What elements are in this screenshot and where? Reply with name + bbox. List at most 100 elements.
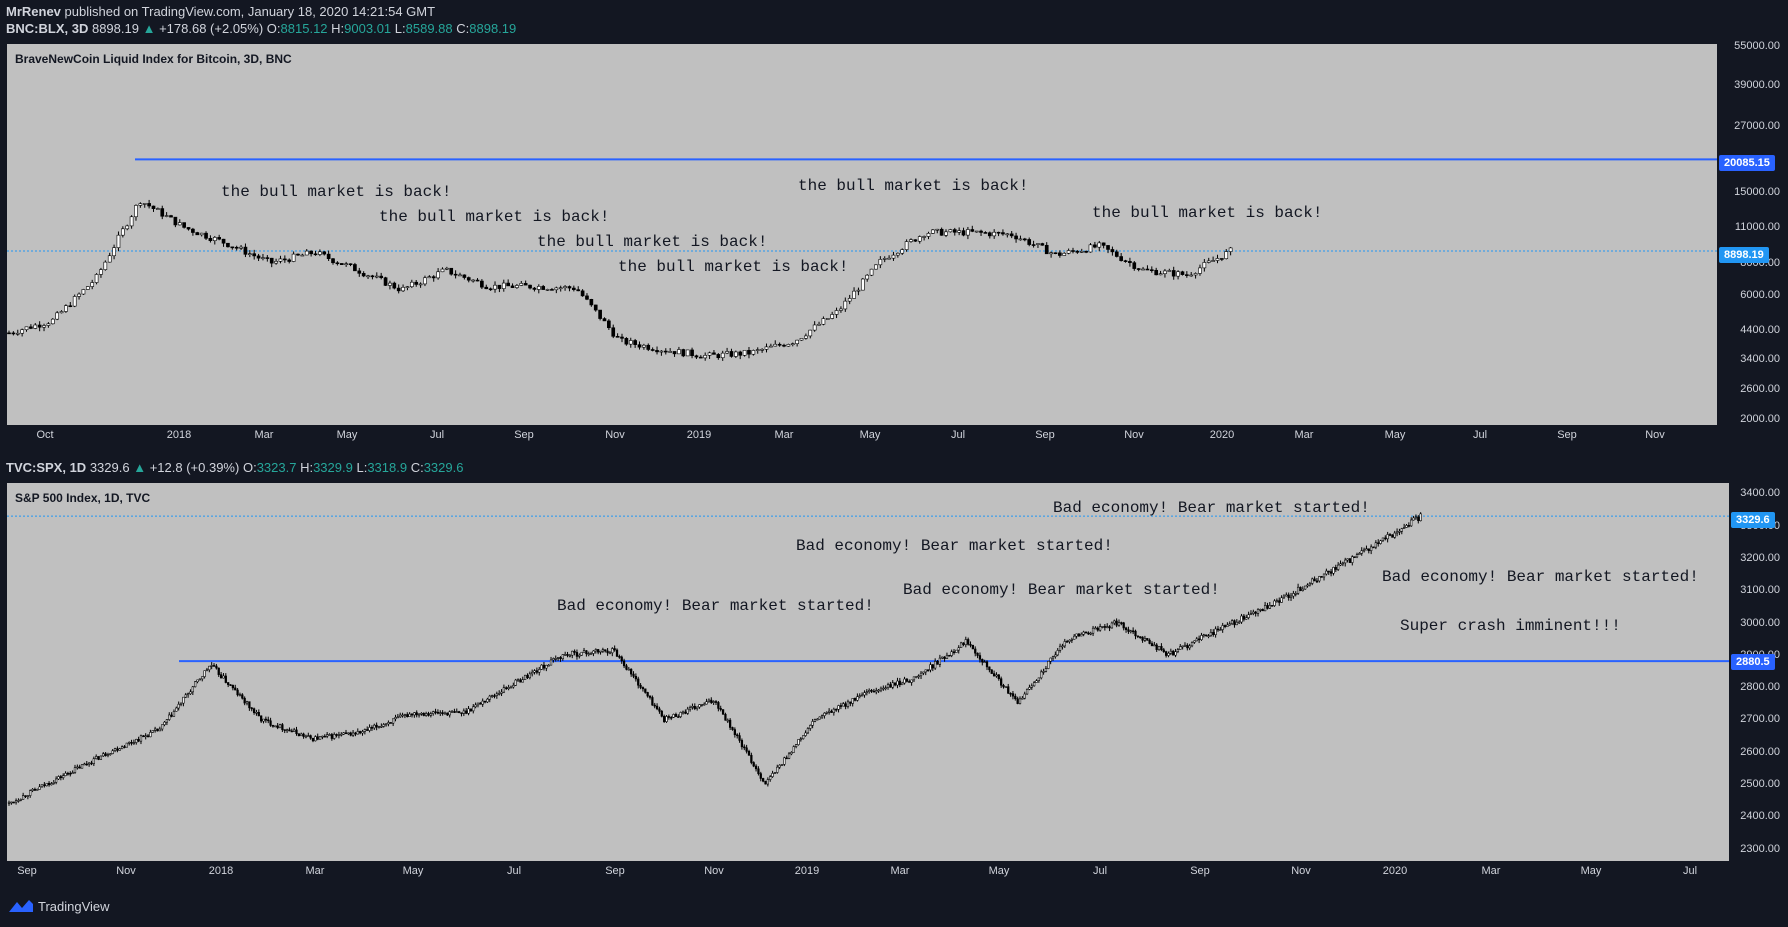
top-candle-body [523, 283, 528, 286]
bottom-candle-body [710, 699, 713, 703]
top-candle-body [869, 268, 874, 276]
bottom-candle-body [17, 800, 20, 802]
bottom-candle-body [1304, 585, 1307, 590]
bottom-candle-body [674, 714, 678, 717]
bottom-candle-body [250, 707, 253, 710]
bottom-candle-body [26, 795, 29, 797]
top-candle-body [952, 229, 957, 233]
bottom-candle-body [359, 731, 362, 734]
bottom-candle-body [950, 651, 953, 656]
top-candle-body [528, 284, 532, 289]
top-candle-body [935, 228, 940, 231]
bottom-candle-body [182, 696, 185, 704]
bottom-candle-body [809, 725, 812, 729]
top-candle-body [751, 350, 756, 355]
bottom-candle-body [1174, 651, 1177, 656]
bottom-candle-body [512, 685, 515, 688]
top-candle-body [29, 326, 33, 329]
top-time-axis[interactable]: Oct 2018 Mar May Jul Sep Nov 2019 Mar May Jul Sep No… [7, 425, 1717, 449]
top-candle-body [85, 286, 90, 290]
bottom-candle-body [481, 700, 484, 705]
bottom-chart-panel[interactable]: S&P 500 Index, 1D, TVC Bad economy! Bear… [7, 483, 1729, 861]
bottom-low: 3318.9 [367, 460, 408, 475]
top-candle-body [50, 318, 55, 325]
top-candle-body [589, 298, 594, 306]
bottom-candle-body [816, 718, 819, 721]
bottom-candle-body [1400, 528, 1403, 532]
bottom-candle-body [375, 724, 378, 728]
top-candle-body [488, 288, 493, 291]
top-candle-body [475, 279, 480, 282]
top-candle-body [1066, 250, 1071, 254]
bottom-candle-body [432, 711, 435, 715]
bottom-candle-body [893, 682, 897, 686]
bottom-candle-body [316, 736, 319, 740]
bottom-candle-body [516, 679, 520, 682]
bottom-candle-body [1403, 527, 1406, 529]
bottom-candle-body [446, 712, 449, 716]
top-candle-body [944, 231, 948, 236]
bottom-candle-body [1395, 531, 1399, 534]
top-candle-body [1119, 256, 1123, 261]
bottom-candle-body [627, 668, 630, 671]
top-candle-body [318, 251, 322, 255]
top-candle-body [1136, 268, 1141, 270]
bottom-candle-body [1080, 633, 1083, 637]
bottom-candle-body [288, 729, 291, 732]
tradingview-branding[interactable]: TradingView [8, 898, 110, 914]
top-candle-body [199, 232, 204, 236]
bottom-candle-body [983, 661, 986, 664]
tradingview-logo-icon [9, 900, 33, 912]
top-candle-body [156, 208, 160, 210]
top-candle-body [1167, 270, 1172, 272]
bottom-candle-body [420, 712, 423, 715]
bottom-price-axis-tick: 2800.00 [1740, 681, 1780, 694]
bottom-candle-body [585, 650, 588, 655]
top-annotation-6: the bull market is back! [1092, 204, 1323, 222]
top-time-axis-tick: May [1384, 429, 1406, 441]
bottom-candle-body [1197, 638, 1201, 641]
bottom-candle-body [844, 703, 847, 707]
top-candle-body [1145, 268, 1150, 271]
top-chart-title: BraveNewCoin Liquid Index for Bitcoin, 3… [15, 52, 292, 66]
bottom-candle-body [592, 650, 595, 654]
top-candle-body [716, 354, 721, 359]
top-candle-body [637, 344, 642, 348]
bottom-candle-body [1209, 632, 1213, 636]
bottom-candle-body [757, 768, 760, 774]
bottom-candle-body [436, 711, 440, 714]
bottom-candle-body [158, 728, 161, 732]
top-candle-body [304, 250, 309, 256]
bottom-candle-body [50, 783, 53, 786]
top-candle-body [440, 268, 445, 273]
top-candle-body [624, 338, 629, 345]
bottom-candle-body [66, 772, 70, 775]
bottom-candle-body [12, 801, 15, 804]
top-candle-body [703, 355, 708, 359]
top-price-axis[interactable]: 55000.00 39000.00 27000.00 15000.00 11000.00… [1717, 40, 1788, 425]
bottom-candle-body [97, 756, 100, 760]
bottom-candle-body [1143, 638, 1147, 641]
bottom-candle-body [1096, 627, 1099, 631]
bottom-candle-body [851, 698, 854, 704]
top-candle-body [401, 286, 405, 292]
top-candle-body [1198, 267, 1202, 274]
top-candle-body [904, 241, 909, 250]
bottom-price-axis[interactable]: 3400.003300.003200.003100.003000.002900.… [1729, 483, 1788, 861]
bottom-candle-body [594, 649, 597, 652]
top-candle-body [230, 246, 235, 249]
top-candle-body [860, 278, 865, 291]
top-candle-body [974, 230, 979, 233]
bottom-candle-body [882, 687, 885, 690]
bottom-candle-body [1219, 629, 1222, 631]
bottom-candle-body [858, 695, 861, 697]
top-candle-body [536, 286, 541, 290]
bottom-candle-body [493, 695, 496, 697]
bottom-time-axis[interactable]: Sep Nov 2018 Mar May Jul Sep Nov 2019 Mar May Jul Se… [7, 861, 1729, 885]
top-chart-panel[interactable]: BraveNewCoin Liquid Index for Bitcoin, 3… [7, 44, 1717, 425]
bottom-candle-body [1313, 578, 1316, 582]
bottom-candle-body [733, 729, 736, 736]
bottom-candle-body [1256, 609, 1260, 614]
bottom-candle-body [509, 686, 513, 689]
bottom-candle-body [502, 687, 506, 693]
